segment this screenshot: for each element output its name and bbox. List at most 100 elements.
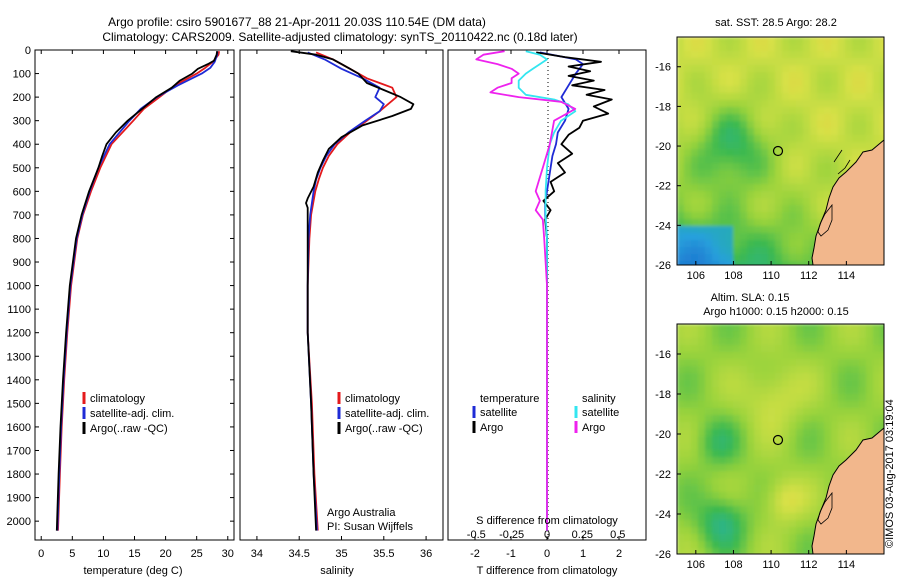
- map-cell: [705, 212, 713, 220]
- map-cell: [712, 93, 720, 101]
- map-cell: [698, 149, 706, 157]
- map-cell: [747, 443, 755, 451]
- x-tick-label: 20: [159, 548, 171, 560]
- map-cell: [677, 450, 685, 458]
- map-cell: [810, 387, 818, 395]
- map-cell: [803, 212, 811, 220]
- map-cell: [768, 520, 776, 528]
- map-cell: [740, 233, 748, 241]
- y-tick-label: -16: [655, 349, 671, 361]
- map-cell: [789, 527, 797, 535]
- map-cell: [747, 499, 755, 507]
- map-cell: [789, 233, 797, 241]
- map-cell: [684, 366, 692, 374]
- map-cell: [817, 72, 825, 80]
- map-cell: [810, 478, 818, 486]
- map-cell: [698, 394, 706, 402]
- map-cell: [838, 156, 846, 164]
- map-cell: [677, 240, 685, 248]
- map-cell: [705, 58, 713, 66]
- map-cell: [761, 114, 769, 122]
- map-cell: [810, 464, 818, 472]
- y-tick-label: -20: [655, 429, 671, 441]
- map-cell: [824, 170, 832, 178]
- map-cell: [726, 205, 734, 213]
- map-cell: [733, 198, 741, 206]
- map-cell: [880, 415, 884, 423]
- map-cell: [677, 359, 685, 367]
- map-cell: [726, 93, 734, 101]
- map-cell: [761, 401, 769, 409]
- sla-map-title: Altim. SLA: 0.15: [711, 292, 790, 304]
- map-cell: [705, 240, 713, 248]
- map-cell: [684, 156, 692, 164]
- map-cell: [719, 177, 727, 185]
- map-cell: [796, 352, 804, 360]
- map-cell: [789, 331, 797, 339]
- map-cell: [698, 478, 706, 486]
- map-cell: [796, 128, 804, 136]
- map-cell: [803, 506, 811, 514]
- map-cell: [810, 219, 818, 227]
- map-cell: [845, 401, 853, 409]
- map-cell: [810, 401, 818, 409]
- map-cell: [691, 366, 699, 374]
- map-cell: [705, 352, 713, 360]
- map-cell: [684, 107, 692, 115]
- map-cell: [712, 51, 720, 59]
- map-cell: [789, 226, 797, 234]
- map-cell: [719, 380, 727, 388]
- map-cell: [810, 100, 818, 108]
- map-cell: [824, 191, 832, 199]
- map-cell: [831, 128, 839, 136]
- map-cell: [712, 114, 720, 122]
- map-cell: [817, 37, 825, 45]
- map-cell: [796, 506, 804, 514]
- map-cell: [747, 212, 755, 220]
- map-cell: [740, 527, 748, 535]
- map-cell: [810, 79, 818, 87]
- map-cell: [754, 72, 762, 80]
- map-cell: [796, 331, 804, 339]
- map-cell: [775, 128, 783, 136]
- map-cell: [719, 534, 727, 542]
- map-cell: [705, 65, 713, 73]
- map-cell: [691, 485, 699, 493]
- map-cell: [698, 212, 706, 220]
- map-cell: [768, 254, 776, 262]
- y-tick-label: 0: [25, 45, 31, 57]
- map-cell: [712, 107, 720, 115]
- map-cell: [733, 149, 741, 157]
- map-cell: [768, 541, 776, 549]
- map-cell: [768, 142, 776, 150]
- map-cell: [698, 198, 706, 206]
- map-cell: [684, 324, 692, 332]
- map-cell: [838, 142, 846, 150]
- map-cell: [747, 170, 755, 178]
- map-cell: [761, 345, 769, 353]
- map-cell: [698, 534, 706, 542]
- map-cell: [712, 443, 720, 451]
- map-cell: [761, 226, 769, 234]
- map-cell: [817, 324, 825, 332]
- map-cell: [698, 219, 706, 227]
- map-cell: [712, 520, 720, 528]
- map-cell: [817, 86, 825, 94]
- map-cell: [796, 380, 804, 388]
- map-cell: [754, 58, 762, 66]
- map-cell: [768, 170, 776, 178]
- map-cell: [817, 79, 825, 87]
- s-tick-label: 0.25: [572, 529, 593, 541]
- map-cell: [859, 72, 867, 80]
- map-cell: [726, 506, 734, 514]
- map-cell: [726, 240, 734, 248]
- map-cell: [712, 170, 720, 178]
- map-cell: [712, 121, 720, 129]
- map-cell: [684, 380, 692, 388]
- map-cell: [796, 478, 804, 486]
- map-cell: [768, 401, 776, 409]
- map-cell: [789, 261, 797, 265]
- map-cell: [873, 107, 881, 115]
- map-cell: [824, 177, 832, 185]
- map-cell: [719, 51, 727, 59]
